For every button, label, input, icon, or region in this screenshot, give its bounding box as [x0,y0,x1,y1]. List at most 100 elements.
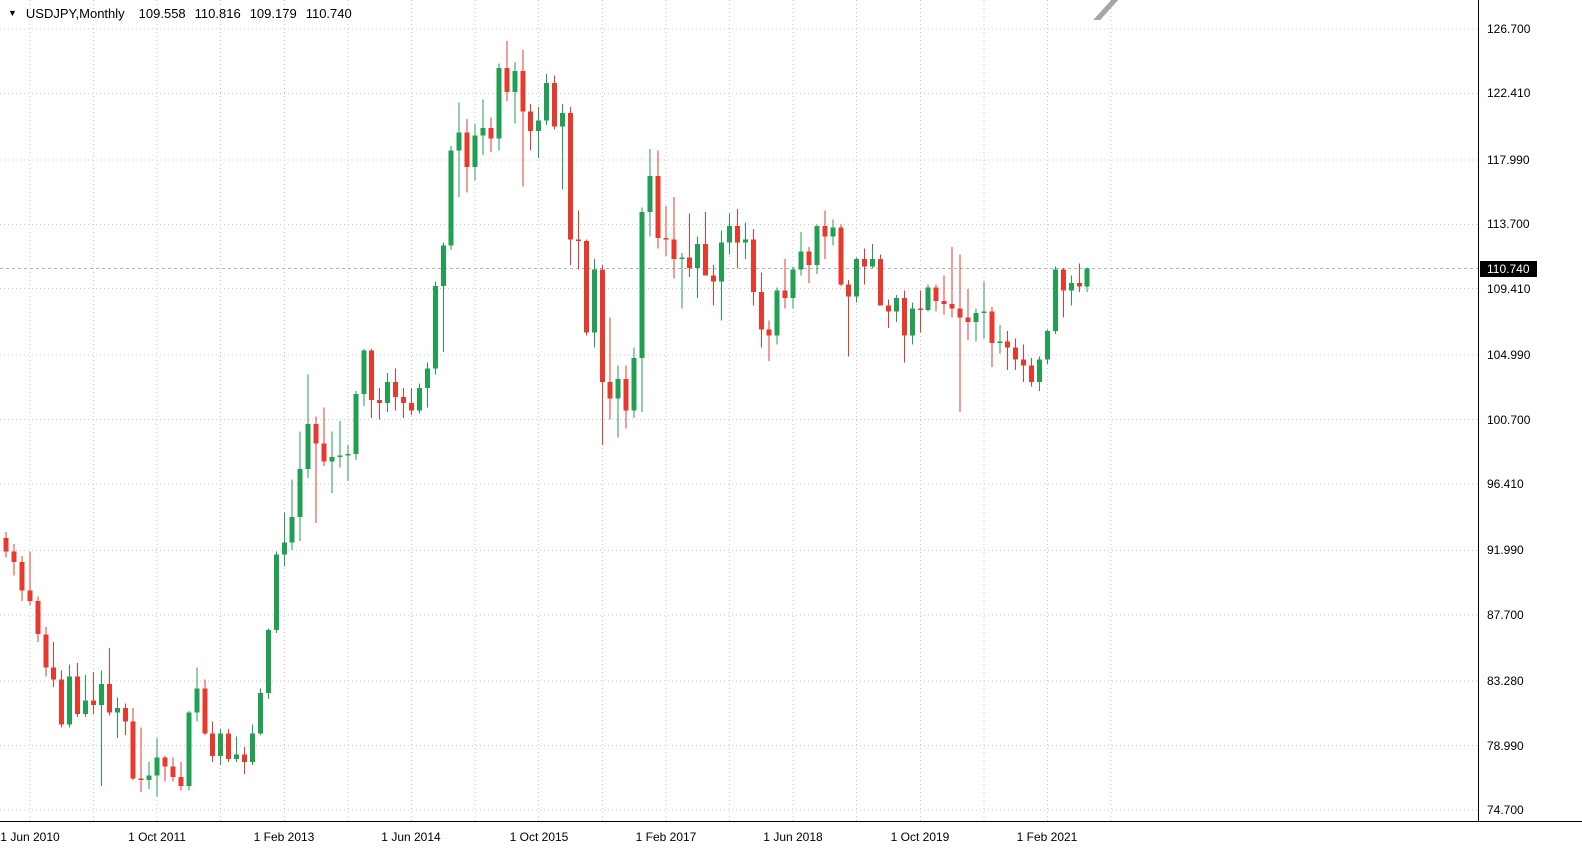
candle [504,41,510,102]
chart-shift-marker-icon[interactable] [1093,0,1119,20]
candle [973,308,979,342]
price-axis-label: 109.410 [1487,282,1531,296]
price-axis-label: 100.700 [1487,413,1531,427]
candle [408,388,414,415]
candle [886,299,891,328]
candle [758,272,764,348]
time-axis-label: 1 Jun 2010 [0,830,60,844]
candle [647,149,653,237]
candle [766,320,772,361]
candle [734,209,740,268]
candle [663,206,669,256]
ohlc-open-value: 109.558 [138,6,186,21]
candle [122,703,128,735]
candle [432,281,438,375]
candle [711,264,717,306]
candle [226,728,232,762]
candle [3,532,9,558]
candle [265,628,271,699]
candle [1045,329,1050,364]
candle [1013,338,1019,370]
time-axis-label: 1 Jun 2014 [381,830,441,844]
candle [369,348,375,418]
candle [218,728,224,765]
candle [568,107,573,265]
candle [456,102,462,198]
candle [321,407,327,467]
candle [965,288,971,340]
candle [917,290,923,333]
time-axis-label: 1 Oct 2011 [128,830,186,844]
candle [138,727,144,792]
candle [59,670,65,728]
candle [854,257,860,303]
price-axis-label: 117.990 [1487,153,1530,167]
candle [242,746,247,774]
candle [83,674,88,717]
candle [51,641,57,687]
candle [822,210,828,259]
time-axis-label: 1 Oct 2019 [890,830,950,844]
candle [170,757,176,782]
candlestick-chart[interactable] [0,0,1478,821]
candle [162,755,168,782]
symbol-dropdown-icon[interactable]: ▼ [8,8,17,18]
candle [862,248,868,285]
candle [234,736,240,762]
candle [997,324,1003,354]
price-axis-label: 87.700 [1487,608,1524,622]
candle [798,231,804,276]
candle [607,317,613,420]
candle [194,667,200,722]
price-axis-label: 96.410 [1487,477,1524,491]
candle [464,119,470,193]
chart-canvas[interactable] [0,0,1478,821]
candle [703,212,709,276]
candle [1052,266,1058,334]
candle [679,252,685,309]
candle [27,551,33,606]
candle [377,388,383,420]
candle [67,664,73,728]
candle [933,284,939,312]
candle [393,368,399,411]
candle [1021,344,1027,382]
candle [623,365,629,429]
candle [257,688,263,735]
candle [870,243,876,268]
price-axis-label: 122.410 [1487,86,1531,100]
candle [488,117,494,153]
candle [11,544,17,576]
symbol-period-label: USDJPY,Monthly [25,6,125,21]
time-axis-label: 1 Oct 2015 [509,830,569,844]
price-axis-label: 83.280 [1487,674,1524,688]
candle [178,761,184,791]
candle [273,551,279,633]
candle [1005,330,1011,370]
candle [750,228,756,306]
candle [1037,356,1042,391]
candle [528,104,534,151]
candle [695,236,701,298]
candle [146,761,152,789]
candle [345,445,351,482]
candle [687,213,693,277]
candle [250,724,255,765]
candle [814,224,820,274]
candle [544,74,550,126]
candle [401,388,406,418]
candle [719,230,724,321]
candle [552,75,558,130]
ohlc-low-value: 109.179 [249,6,297,21]
candle [91,671,96,714]
time-axis[interactable]: 1 Jun 2010 1 Oct 2011 1 Feb 2013 1 Jun 2014… [0,821,1582,866]
candle [727,213,732,255]
candle [1068,275,1074,306]
candle [385,372,391,412]
candle [297,431,303,542]
price-axis[interactable]: 126.700 122.410 117.990 113.700 109.410 104.9… [1478,0,1582,821]
candle [838,224,844,286]
time-axis-label: 1 Feb 2013 [253,830,315,844]
candle [337,421,343,468]
